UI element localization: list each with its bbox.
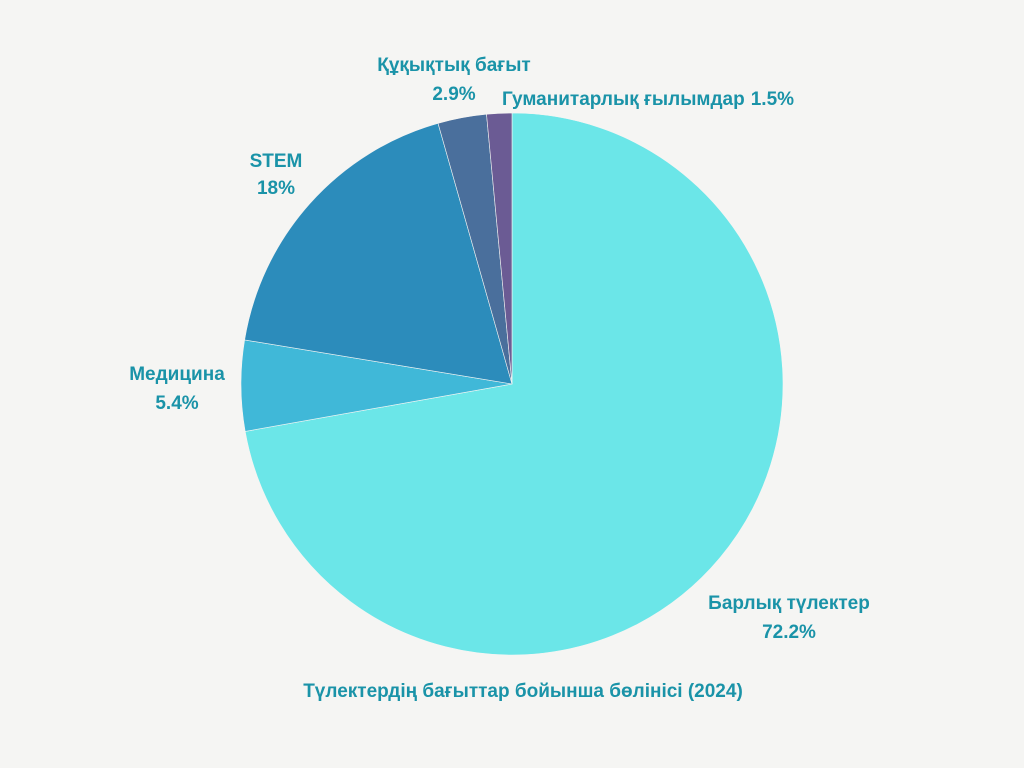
slice-value-barlyk-tulekter: 72.2% xyxy=(762,622,816,643)
pie-slices xyxy=(240,112,784,656)
pie-slice-4 xyxy=(486,112,513,385)
chart-title: Түлектердің бағыттар бойынша бөлінісі (2… xyxy=(303,681,743,702)
pie-slice-2 xyxy=(244,122,513,385)
slice-value-stem: 18% xyxy=(257,178,295,199)
pie-slice-0 xyxy=(244,112,784,656)
slice-label-medicina: Медицина xyxy=(129,364,225,385)
slice-label-gumanitarlyk: Гуманитарлық ғылымдар 1.5% xyxy=(502,89,794,110)
slice-label-gumanitarlyk-name: Гуманитарлық ғылымдар xyxy=(502,89,745,110)
slice-value-kukyktyk-bagyt: 2.9% xyxy=(432,84,475,105)
slice-label-gumanitarlyk-value: 1.5% xyxy=(751,89,794,110)
slice-label-kukyktyk-bagyt: Құқықтық бағыт xyxy=(377,55,530,76)
slice-value-medicina: 5.4% xyxy=(155,393,198,414)
slice-label-barlyk-tulekter: Барлық түлектер xyxy=(708,593,870,614)
pie-labels: Барлық түлектер 72.2% Медицина 5.4% STEM… xyxy=(129,55,870,643)
slice-label-stem: STEM xyxy=(250,151,303,172)
